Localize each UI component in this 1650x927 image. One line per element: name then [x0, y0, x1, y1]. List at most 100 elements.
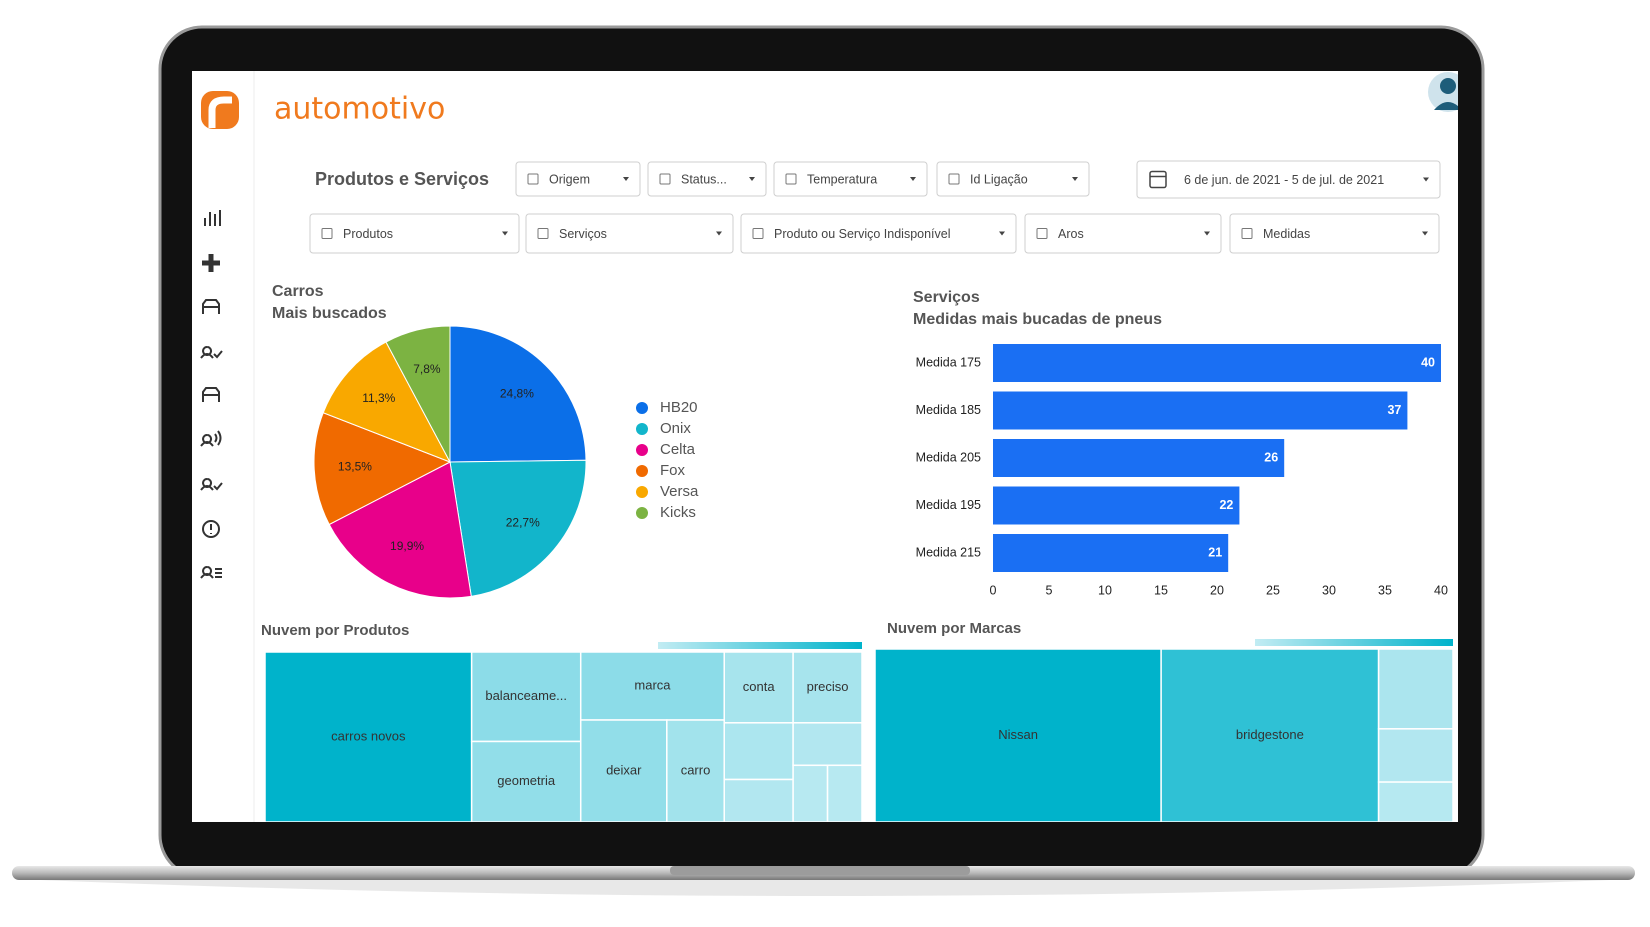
avatar-body — [1434, 102, 1458, 110]
treemap-cell — [792, 651, 863, 724]
icon-reports[interactable] — [204, 210, 221, 226]
icon-user-check-2[interactable] — [200, 478, 223, 491]
dropdown-caret — [1423, 177, 1429, 182]
dropdown[interactable]: Serviços — [525, 213, 734, 254]
x-tick-label: 5 — [1046, 583, 1053, 597]
pie-label: 22,7% — [506, 516, 540, 530]
x-tick-label: 15 — [1154, 583, 1168, 597]
dropdown-box[interactable] — [1024, 213, 1222, 254]
dropdown[interactable]: 6 de jun. de 2021 - 5 de jul. de 2021 — [1136, 160, 1441, 199]
sidebar-icons — [200, 210, 223, 579]
icon-alert[interactable] — [202, 520, 220, 538]
treemap-cell — [1377, 781, 1454, 822]
icon-user-check[interactable] — [200, 346, 223, 359]
treemap-cell — [579, 651, 725, 721]
bar-value-label: 26 — [1264, 450, 1278, 464]
dropdown[interactable]: Status... — [647, 161, 767, 197]
filter-icon — [948, 173, 960, 185]
legend-label: Versa — [660, 483, 699, 500]
pie-slice — [328, 461, 472, 599]
color-scale — [1255, 639, 1453, 646]
chart-title: Carros — [272, 283, 324, 300]
y-tick-label: Medida 215 — [916, 545, 981, 559]
chart-subtitle: Medidas mais bucadas de pneus — [913, 311, 1162, 328]
dropdown-box[interactable] — [936, 161, 1090, 197]
treemap-cell — [1160, 648, 1380, 822]
dropdown-label: Temperatura — [807, 172, 877, 186]
dropdown-caret — [502, 231, 508, 236]
legend-marker — [636, 402, 648, 414]
icon-car-2[interactable] — [202, 387, 220, 402]
treemap-cell — [723, 722, 794, 781]
brand: automotivo — [274, 92, 445, 127]
filter-icon — [1036, 228, 1048, 239]
dropdown-box[interactable] — [309, 213, 520, 254]
icon-add[interactable] — [202, 254, 220, 272]
dropdown[interactable]: Origem — [515, 161, 641, 197]
filter-icon — [785, 173, 797, 185]
pie-slice — [385, 325, 451, 463]
legend-marker — [636, 444, 648, 456]
treemap-cell — [666, 719, 725, 822]
pie-slice — [322, 341, 452, 463]
treemap-cell — [1377, 648, 1454, 730]
legend-label: Fox — [660, 462, 686, 479]
dropdown-caret — [623, 177, 629, 181]
dropdown-label: Produtos — [343, 227, 393, 241]
pie-label: 7,8% — [413, 362, 441, 376]
treemap-cell — [723, 651, 794, 724]
legend-marker — [636, 507, 648, 519]
treemap-label: preciso — [807, 679, 849, 694]
pie-label: 24,8% — [500, 386, 534, 400]
legend-marker — [636, 486, 648, 498]
chart-title: Nuvem por Produtos — [261, 622, 409, 639]
dropdown-box[interactable] — [773, 161, 928, 197]
icon-contacts[interactable] — [200, 566, 222, 579]
x-tick-label: 0 — [990, 583, 997, 597]
dropdown-caret — [910, 177, 916, 181]
dropdown-caret — [1072, 177, 1078, 181]
treemap-cell — [470, 740, 582, 822]
treemap-cell — [723, 778, 794, 822]
treemap-label: conta — [743, 679, 776, 694]
dropdown-box[interactable] — [515, 161, 641, 197]
filter-icon — [527, 173, 539, 185]
dropdown-box[interactable] — [1229, 213, 1440, 254]
pie-slice — [313, 412, 452, 526]
dropdown-box[interactable] — [647, 161, 767, 197]
treemap-cell — [264, 651, 473, 822]
icon-user-voice[interactable] — [200, 430, 222, 447]
dropdown[interactable]: Produto ou Serviço Indisponível — [740, 213, 1017, 254]
dropdown[interactable]: Produtos — [309, 213, 520, 254]
pie-label: 19,9% — [390, 539, 424, 553]
dropdown-box[interactable] — [740, 213, 1017, 254]
x-tick-label: 30 — [1322, 583, 1336, 597]
calendar-icon — [1149, 170, 1167, 189]
treemap-label: geometria — [497, 773, 556, 788]
dropdown-box[interactable] — [1136, 160, 1441, 199]
x-tick-label: 40 — [1434, 583, 1448, 597]
dropdown-label: 6 de jun. de 2021 - 5 de jul. de 2021 — [1184, 173, 1384, 187]
x-tick-label: 10 — [1098, 583, 1112, 597]
treemap-label: deixar — [606, 762, 642, 777]
dropdown-caret — [749, 177, 755, 181]
legend-marker — [636, 465, 648, 477]
dropdown[interactable]: Aros — [1024, 213, 1222, 254]
icon-car[interactable] — [202, 299, 220, 314]
bar — [993, 439, 1285, 477]
bar — [993, 344, 1441, 382]
dropdown[interactable]: Temperatura — [773, 161, 928, 197]
dropdown[interactable]: Medidas — [1229, 213, 1440, 254]
y-tick-label: Medida 195 — [916, 498, 981, 512]
dropdown[interactable]: Id Ligação — [936, 161, 1090, 197]
treemap-cell — [826, 764, 863, 822]
dropdown-caret — [1422, 231, 1428, 236]
pie-label: 13,5% — [338, 459, 372, 473]
dropdown-label: Produto ou Serviço Indisponível — [774, 227, 951, 241]
y-tick-label: Medida 175 — [916, 355, 981, 369]
dropdown-caret — [716, 231, 722, 236]
bar-value-label: 37 — [1387, 403, 1401, 417]
dropdown-box[interactable] — [525, 213, 734, 254]
filter-icon — [537, 228, 549, 239]
